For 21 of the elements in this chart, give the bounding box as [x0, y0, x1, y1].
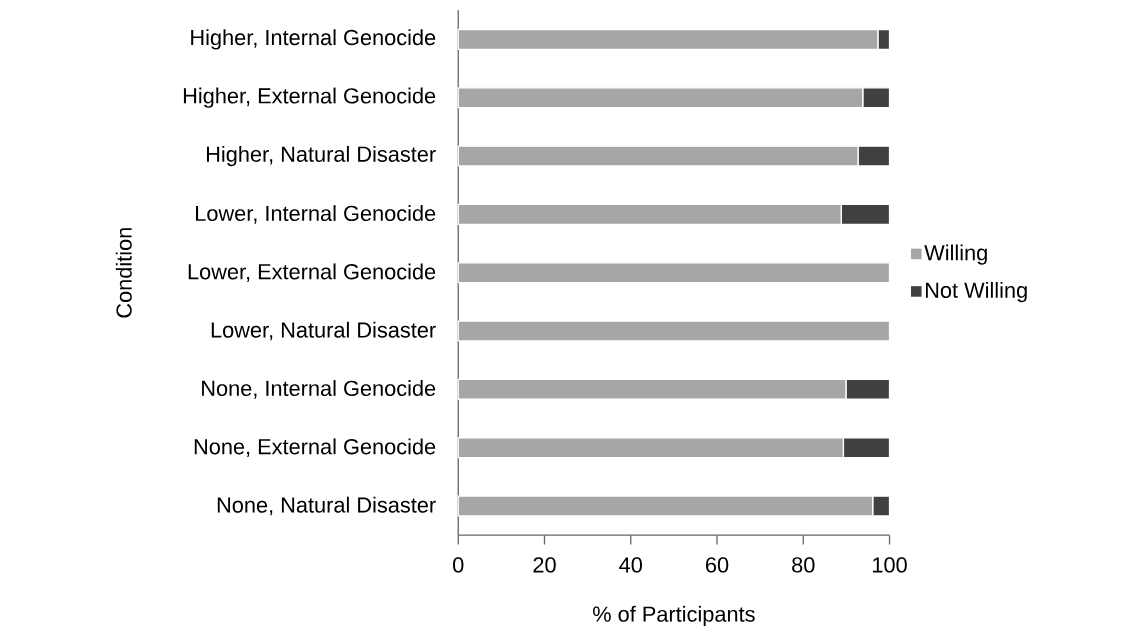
- y-tick-label: None, External Genocide: [194, 438, 436, 457]
- y-axis-title: Condition: [115, 228, 132, 318]
- y-tick-label: None, Internal Genocide: [202, 380, 436, 399]
- y-tick-label: Higher, Natural Disaster: [206, 145, 436, 167]
- x-tick-label: 100: [873, 557, 907, 573]
- bar: [457, 262, 891, 284]
- y-tick-label: Lower, External Genocide: [188, 263, 436, 282]
- x-tick-label: 80: [792, 557, 815, 573]
- legend-label: Not Willing: [925, 281, 1027, 303]
- y-tick-label: Lower, Natural Disaster: [211, 321, 436, 341]
- x-tick-label: 40: [619, 557, 643, 573]
- x-axis-title: % of Participants: [593, 605, 755, 627]
- y-tick-label: None, Natural Disaster: [217, 496, 436, 516]
- legend-label: Willing: [924, 244, 987, 265]
- x-tick-label: 20: [533, 557, 556, 573]
- x-tick-label: 0: [453, 557, 464, 573]
- x-tick-label: 60: [706, 557, 729, 573]
- y-tick-label: Higher, Internal Genocide: [191, 29, 436, 50]
- y-tick-label: Lower, Internal Genocide: [196, 205, 436, 224]
- bar: [457, 320, 891, 342]
- y-tick-label: Higher, External Genocide: [183, 87, 436, 108]
